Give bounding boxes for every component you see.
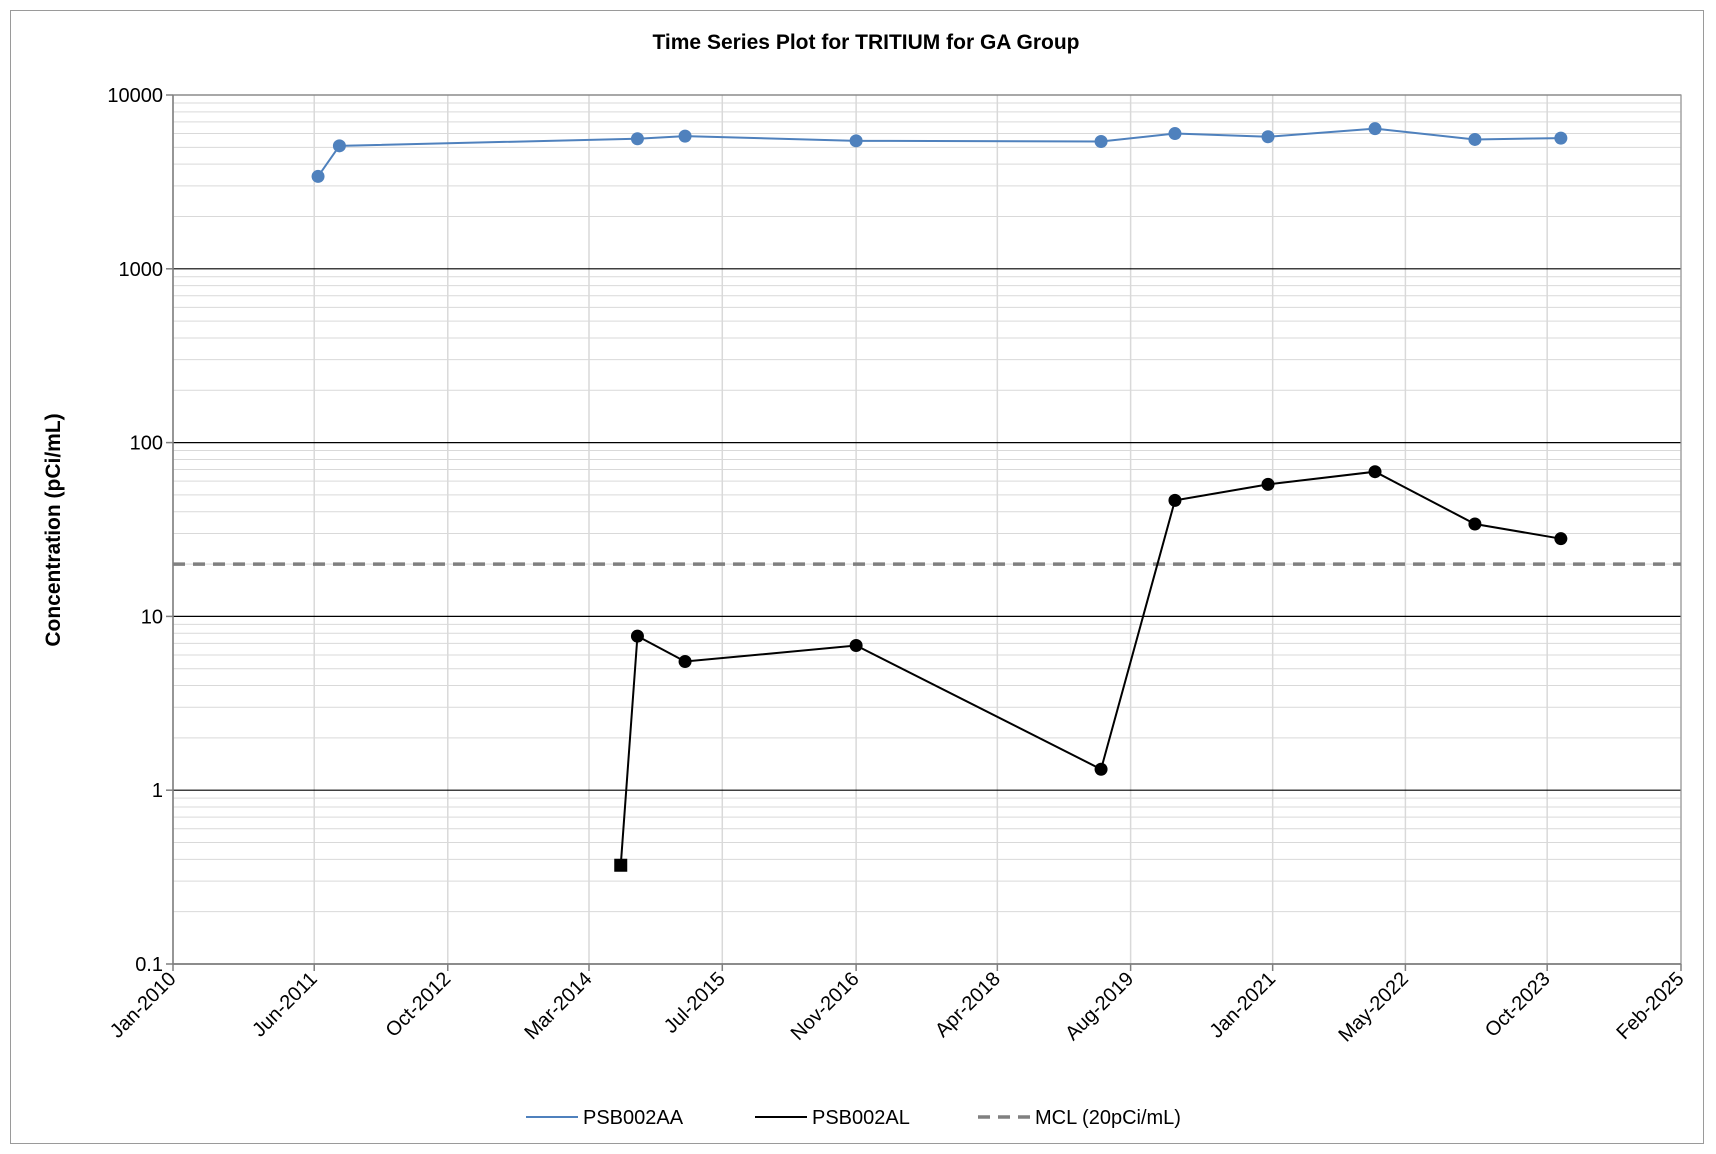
x-tick-label: Oct-2023 <box>1481 968 1555 1042</box>
x-tick-label: May-2022 <box>1334 968 1412 1046</box>
x-tick-label: Mar-2014 <box>520 968 596 1044</box>
x-tick-label: Apr-2018 <box>931 968 1005 1042</box>
y-tick-label: 0.1 <box>135 954 163 976</box>
data-point-marker <box>311 169 325 183</box>
series-line-psb002aa <box>317 127 1561 178</box>
x-tick-label: Jan-2010 <box>106 968 181 1043</box>
legend-label: PSB002AA <box>583 1107 684 1129</box>
x-tick-label: Nov-2016 <box>787 968 864 1045</box>
legend-label: PSB002AL <box>812 1107 910 1129</box>
y-axis-label: Concentration (pCi/mL) <box>42 413 65 646</box>
x-tick-label: Jun-2011 <box>248 968 321 1041</box>
data-point-marker <box>1368 122 1382 136</box>
plot-area: 0.1 1 10 100 1000 10000 Jan-2010 Jun-2011 Oct-20… <box>106 85 1689 1046</box>
plot-border <box>172 94 1682 965</box>
data-point-marker <box>678 129 692 143</box>
series-line-psb002al <box>619 470 1562 866</box>
y-tick-label: 1000 <box>119 259 164 281</box>
data-point-marker <box>849 134 863 148</box>
data-point-marker <box>1368 465 1382 479</box>
data-point-marker <box>1468 132 1482 146</box>
x-tick-label: Jan-2021 <box>1206 968 1281 1043</box>
data-point-marker <box>1094 762 1108 776</box>
data-point-marker <box>614 858 628 872</box>
data-point-marker <box>630 132 644 146</box>
legend: PSB002AA PSB002AL MCL (20pCi/mL) <box>526 1107 1181 1129</box>
chart-frame <box>10 10 1704 1144</box>
data-point-marker <box>1094 135 1108 149</box>
data-point-marker <box>849 639 863 653</box>
data-point-marker <box>1554 532 1568 546</box>
y-tick-label: 10000 <box>107 85 163 107</box>
x-tick-label: Oct-2012 <box>382 968 456 1042</box>
data-point-marker <box>630 629 644 643</box>
y-tick-label: 100 <box>130 433 163 455</box>
x-tick-label: Feb-2025 <box>1612 968 1688 1044</box>
y-tick-label: 1 <box>152 780 163 802</box>
data-point-marker <box>678 655 692 669</box>
data-point-marker <box>332 139 346 153</box>
data-point-marker <box>1168 127 1182 141</box>
y-tick-label: 10 <box>141 606 163 628</box>
data-point-marker <box>1554 131 1568 145</box>
x-tick-label: Aug-2019 <box>1061 968 1138 1045</box>
x-tick-label: Jul-2015 <box>660 968 730 1038</box>
chart-title: Time Series Plot for TRITIUM for GA Grou… <box>652 31 1079 54</box>
data-point-marker <box>1261 130 1275 144</box>
legend-label: MCL (20pCi/mL) <box>1035 1107 1181 1129</box>
data-point-marker <box>1468 517 1482 531</box>
data-point-marker <box>1168 493 1182 507</box>
data-point-marker <box>1261 477 1275 491</box>
